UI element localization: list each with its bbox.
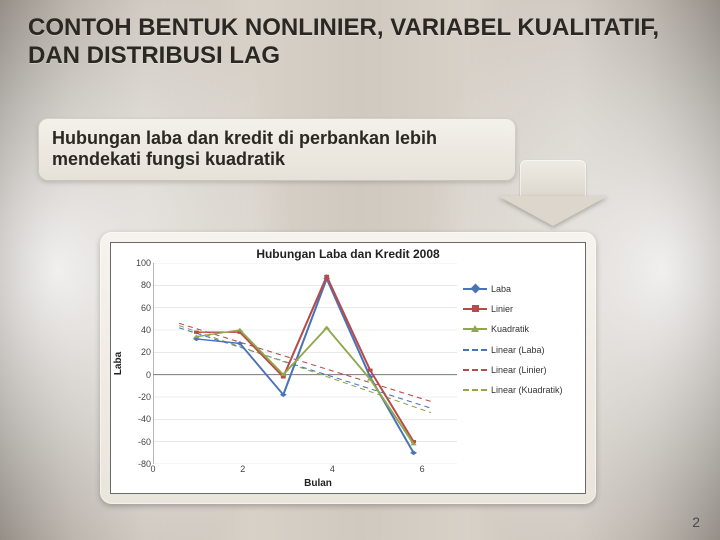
chart-title: Hubungan Laba dan Kredit 2008 xyxy=(111,243,585,263)
subtitle-box: Hubungan laba dan kredit di perbankan le… xyxy=(38,118,516,181)
page-number: 2 xyxy=(692,514,700,530)
arrow-down-icon xyxy=(498,160,608,230)
x-axis-label: Bulan xyxy=(51,478,585,493)
y-axis-ticks: 100806040200-20-40-60-80 xyxy=(127,263,153,464)
plot-area xyxy=(153,263,457,464)
chart-container: Hubungan Laba dan Kredit 2008 Laba 10080… xyxy=(100,232,596,504)
legend-item: Linier xyxy=(463,301,581,317)
slide-title: CONTOH BENTUK NONLINIER, VARIABEL KUALIT… xyxy=(28,14,692,69)
legend-item: Linear (Laba) xyxy=(463,342,581,358)
legend-item: Laba xyxy=(463,281,581,297)
x-axis-ticks: 0246 xyxy=(153,464,467,478)
legend-item: Linear (Kuadratik) xyxy=(463,382,581,398)
y-axis-label: Laba xyxy=(111,263,127,464)
legend: Laba Linier Kuadratik Linear (Laba) Linear (… xyxy=(457,263,585,464)
legend-item: Kuadratik xyxy=(463,321,581,337)
chart-canvas: Hubungan Laba dan Kredit 2008 Laba 10080… xyxy=(110,242,586,494)
slide: CONTOH BENTUK NONLINIER, VARIABEL KUALIT… xyxy=(0,0,720,540)
legend-item: Linear (Linier) xyxy=(463,362,581,378)
subtitle-text: Hubungan laba dan kredit di perbankan le… xyxy=(52,128,437,169)
